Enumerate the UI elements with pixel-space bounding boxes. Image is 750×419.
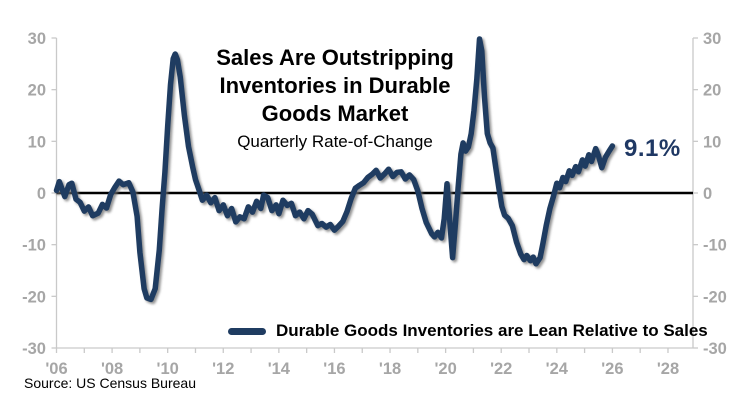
y-axis-tick-label: -10: [703, 237, 727, 255]
legend-line-swatch: [228, 327, 266, 335]
y-axis-tick-label: 10: [703, 133, 721, 151]
x-axis-tick-label: '22: [490, 360, 512, 378]
x-axis-tick-label: '28: [657, 360, 679, 378]
x-axis-tick-label: '16: [323, 360, 345, 378]
x-axis-tick-label: '12: [212, 360, 234, 378]
data-line-series: [53, 36, 616, 303]
legend-series-label: Durable Goods Inventories are Lean Relat…: [276, 321, 708, 340]
y-axis-tick-label: 20: [703, 82, 721, 100]
x-axis-tick-label: '10: [157, 360, 179, 378]
x-axis-tick-label: '14: [268, 360, 291, 378]
last-value-annotation: 9.1%: [624, 135, 681, 162]
x-axis-tick-label: '06: [45, 360, 67, 378]
y-axis-tick-label: -30: [703, 340, 727, 358]
x-axis-tick-label: '24: [546, 360, 569, 378]
y-axis-tick-label: 10: [28, 133, 46, 151]
y-axis-tick-label: 0: [703, 185, 712, 203]
y-axis-tick-label: -20: [22, 288, 46, 306]
x-axis-tick-label: '20: [434, 360, 456, 378]
x-axis-tick-label: '18: [379, 360, 401, 378]
source-credit: Source: US Census Bureau: [24, 375, 196, 391]
y-axis-tick-label: 20: [28, 82, 46, 100]
x-axis-tick-label: '08: [101, 360, 123, 378]
y-axis-tick-label: -30: [22, 340, 46, 358]
y-axis-tick-label: -10: [22, 237, 46, 255]
y-axis-tick-label: -20: [703, 288, 727, 306]
y-axis-tick-label: 0: [37, 185, 46, 203]
legend: Durable Goods Inventories are Lean Relat…: [228, 319, 708, 343]
y-axis-tick-label: 30: [703, 30, 721, 48]
x-axis-tick-label: '26: [601, 360, 623, 378]
y-axis-tick-label: 30: [28, 30, 46, 48]
